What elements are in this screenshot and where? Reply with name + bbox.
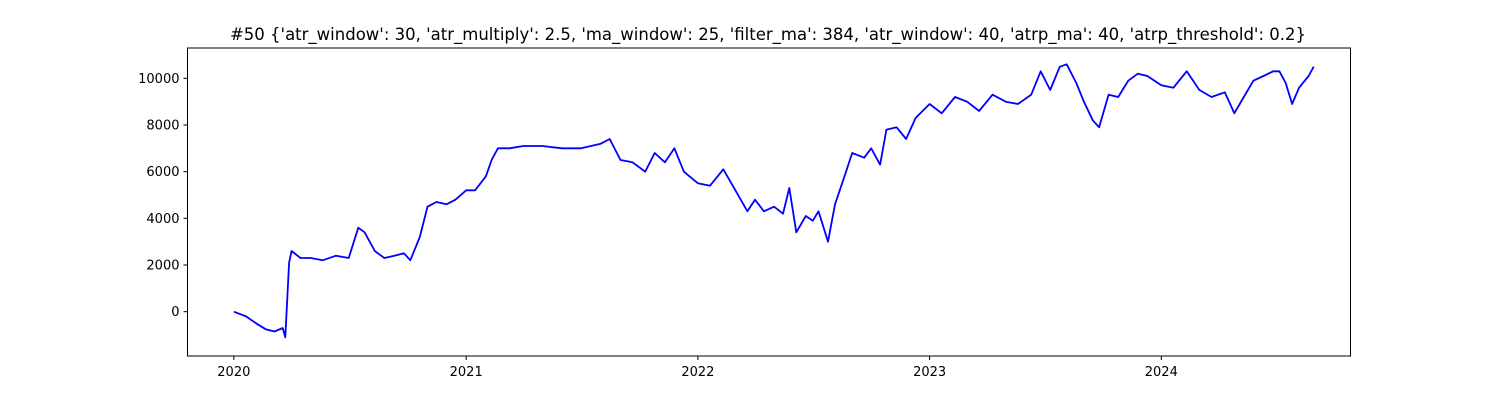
x-tick-label: 2020 [217,365,250,380]
y-tick-label: 2000 [146,259,179,274]
y-tick-label: 6000 [146,165,179,180]
plot-area-frame [187,47,1351,357]
y-tick-label: 0 [171,305,179,320]
y-axis: 0 2000 4000 6000 8000 10000 [138,72,188,320]
series-line [233,63,1315,339]
chart-title: #50 {'atr_window': 30, 'atr_multiply': 2… [230,25,1306,45]
y-tick-label: 10000 [138,72,179,87]
x-axis: 2020 2021 2022 2023 2024 [217,356,1178,380]
y-tick-label: 4000 [146,212,179,227]
y-tick-label: 8000 [146,119,179,134]
x-tick-label: 2021 [450,365,483,380]
x-tick-label: 2022 [681,365,714,380]
x-tick-label: 2024 [1145,365,1178,380]
series-layer [233,63,1315,339]
x-tick-label: 2023 [913,365,946,380]
